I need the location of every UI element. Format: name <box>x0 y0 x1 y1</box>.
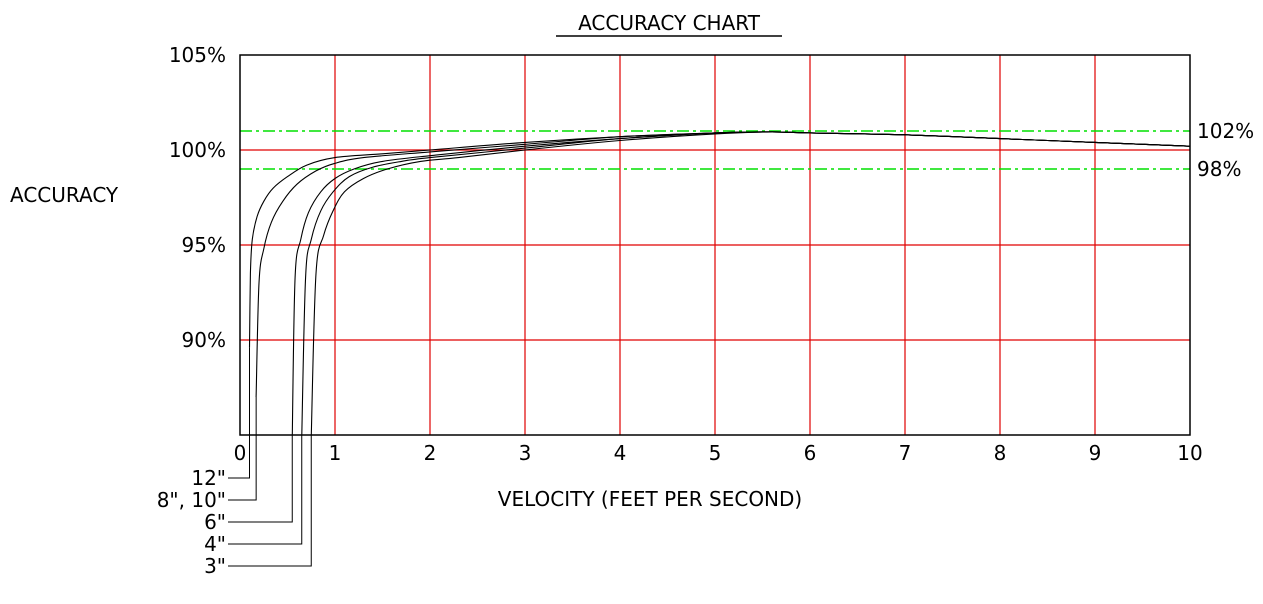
series-label: 4" <box>204 532 226 556</box>
series-leader-4 <box>228 435 312 567</box>
grid <box>240 55 1190 435</box>
x-axis-label: VELOCITY (FEET PER SECOND) <box>498 487 802 511</box>
series-leader-1 <box>228 397 257 501</box>
x-tick-label: 1 <box>329 441 342 465</box>
x-tick-label: 0 <box>234 441 247 465</box>
series-leader-2 <box>228 435 293 523</box>
series-leader-0 <box>228 347 250 479</box>
chart-title: ACCURACY CHART <box>578 11 761 35</box>
series-lines <box>248 131 1191 436</box>
series-leader-3 <box>228 435 303 545</box>
plot-frame <box>239 54 1191 436</box>
x-tick-label: 6 <box>804 441 817 465</box>
x-tick-label: 8 <box>994 441 1007 465</box>
x-tick-label: 4 <box>614 441 627 465</box>
series-label: 3" <box>204 554 226 578</box>
y-tick-label: 90% <box>182 328 226 352</box>
y-axis-label: ACCURACY <box>10 183 119 207</box>
x-tick-label: 7 <box>899 441 912 465</box>
series-line-2 <box>291 131 1191 436</box>
series-label: 6" <box>204 510 226 534</box>
y-tick-label: 105% <box>169 43 226 67</box>
y-tick-label: 100% <box>169 138 226 162</box>
x-tick-label: 5 <box>709 441 722 465</box>
x-tick-label: 10 <box>1177 441 1202 465</box>
series-callouts: 12"8", 10"6"4"3" <box>157 347 312 578</box>
series-line-3 <box>301 131 1191 436</box>
series-line-4 <box>310 131 1191 436</box>
x-tick-label: 2 <box>424 441 437 465</box>
tolerance-label: 98% <box>1197 157 1241 181</box>
series-line-0 <box>248 131 1191 348</box>
tick-labels: 0 1 2 3 4 5 6 7 8 9 10 105% 100% 95% 90% <box>169 43 1203 465</box>
x-tick-label: 9 <box>1089 441 1102 465</box>
tolerance-bands: 102% 98% <box>240 119 1254 181</box>
series-label: 12" <box>191 466 226 490</box>
series-label: 8", 10" <box>157 488 226 512</box>
x-tick-label: 3 <box>519 441 532 465</box>
y-tick-label: 95% <box>182 233 226 257</box>
tolerance-label: 102% <box>1197 119 1254 143</box>
series-line-1 <box>255 131 1191 398</box>
